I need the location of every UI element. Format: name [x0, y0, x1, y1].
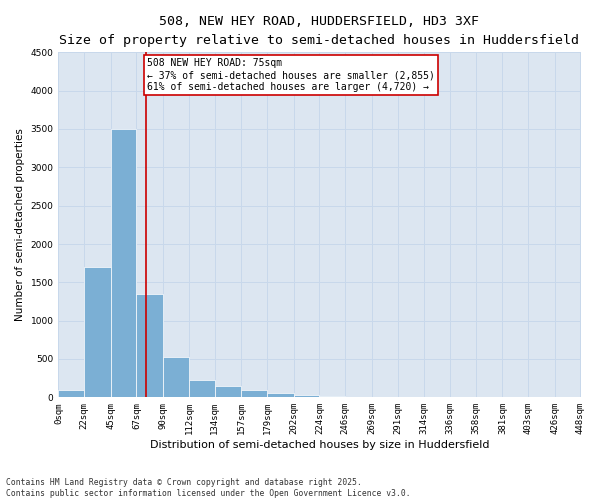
Text: Contains HM Land Registry data © Crown copyright and database right 2025.
Contai: Contains HM Land Registry data © Crown c… — [6, 478, 410, 498]
Y-axis label: Number of semi-detached properties: Number of semi-detached properties — [15, 128, 25, 322]
Bar — [267, 392, 294, 398]
Bar — [163, 358, 189, 398]
Bar — [58, 390, 84, 398]
Bar — [294, 395, 319, 398]
Bar — [345, 396, 372, 398]
Bar — [136, 294, 163, 398]
Bar — [84, 267, 111, 398]
Bar — [241, 390, 267, 398]
X-axis label: Distribution of semi-detached houses by size in Huddersfield: Distribution of semi-detached houses by … — [150, 440, 489, 450]
Bar — [319, 396, 345, 398]
Title: 508, NEW HEY ROAD, HUDDERSFIELD, HD3 3XF
Size of property relative to semi-detac: 508, NEW HEY ROAD, HUDDERSFIELD, HD3 3XF… — [59, 15, 580, 47]
Bar — [215, 386, 241, 398]
Bar — [189, 380, 215, 398]
Text: 508 NEW HEY ROAD: 75sqm
← 37% of semi-detached houses are smaller (2,855)
61% of: 508 NEW HEY ROAD: 75sqm ← 37% of semi-de… — [147, 58, 435, 92]
Bar — [111, 129, 136, 398]
